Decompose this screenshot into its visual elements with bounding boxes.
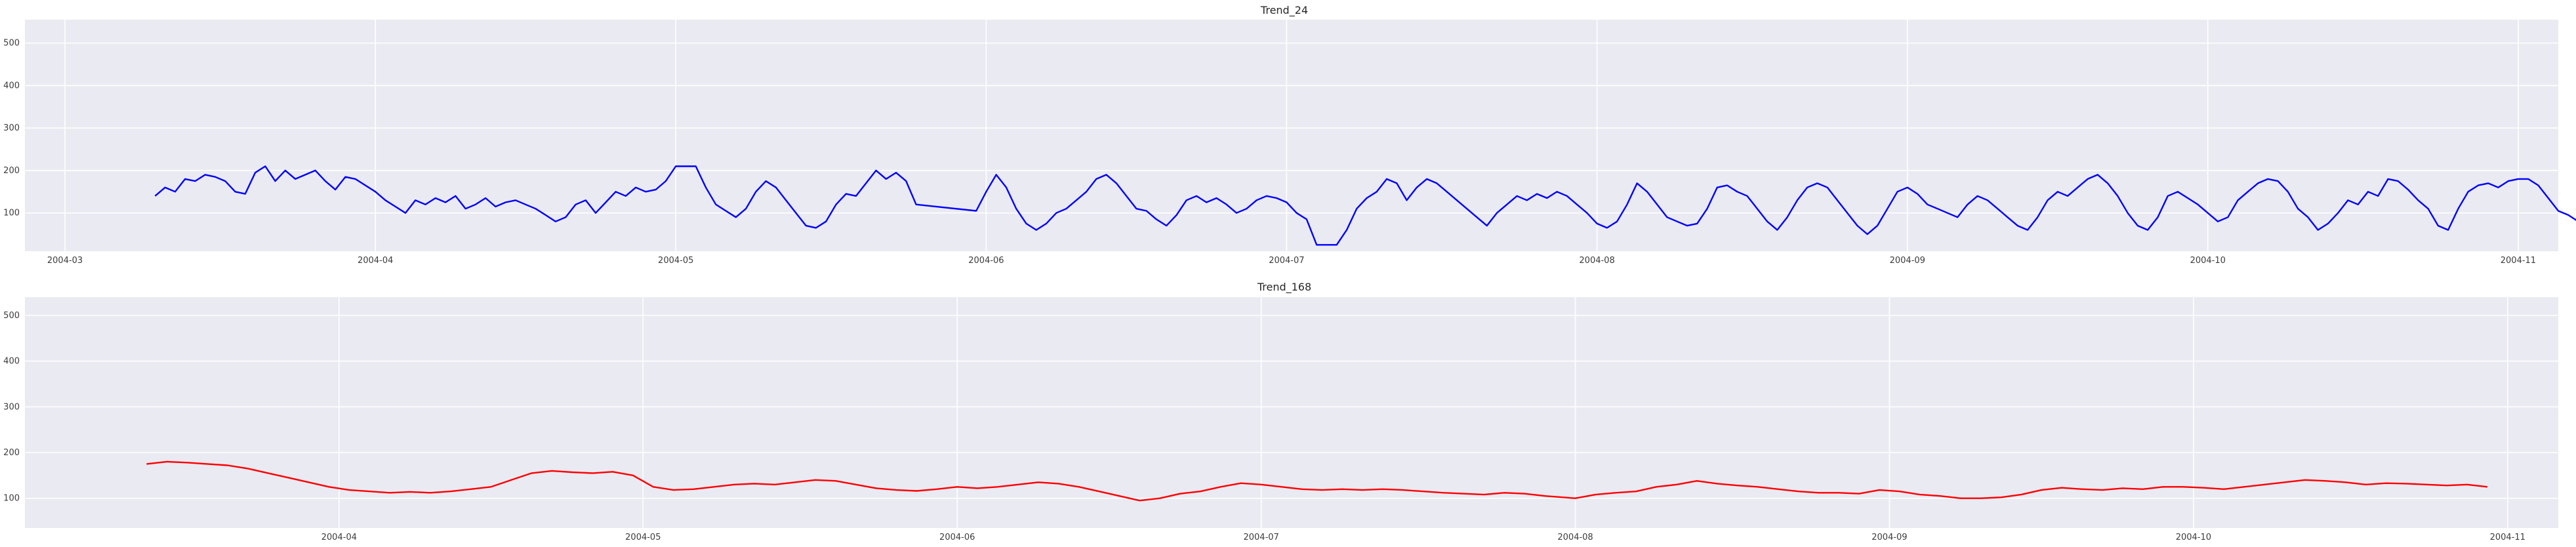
x-tick-label: 2004-07 <box>1243 533 1278 542</box>
y-tick-label: 500 <box>3 311 20 321</box>
x-tick-label: 2004-08 <box>1579 256 1614 266</box>
x-tick-label: 2004-08 <box>1557 533 1593 542</box>
chart-title: Trend_168 <box>1257 281 1311 294</box>
y-tick-label: 300 <box>3 123 20 133</box>
series-line <box>154 165 2576 246</box>
series-group <box>146 460 2488 502</box>
y-tick-label: 100 <box>3 209 20 218</box>
x-tick-label: 2004-06 <box>968 256 1004 266</box>
y-tick-label: 400 <box>3 81 20 91</box>
y-axis-ticks: 100 200 300 400 500 <box>3 39 20 218</box>
y-tick-label: 200 <box>3 166 20 176</box>
x-axis-ticks: 2004-03 2004-04 2004-05 2004-06 2004-07 2004-… <box>47 256 2536 266</box>
grid-lines <box>25 297 2558 528</box>
series-line <box>146 460 2488 502</box>
x-tick-label: 2004-10 <box>2190 256 2226 266</box>
x-tick-label: 2004-04 <box>321 533 357 542</box>
chart-panel-trend-24: Trend_24 2004-03 2004-04 2004-05 2004-06 200… <box>3 4 2576 266</box>
chart-title: Trend_24 <box>1260 4 1308 17</box>
x-axis-ticks: 2004-04 2004-05 2004-06 2004-07 2004-08 2004-… <box>321 533 2525 542</box>
x-tick-label: 2004-11 <box>2490 533 2525 542</box>
x-tick-label: 2004-09 <box>1890 256 1925 266</box>
y-tick-label: 100 <box>3 494 20 504</box>
y-tick-label: 400 <box>3 357 20 367</box>
x-tick-label: 2004-10 <box>2176 533 2211 542</box>
x-tick-label: 2004-06 <box>939 533 975 542</box>
plot-area <box>25 20 2558 251</box>
x-tick-label: 2004-05 <box>658 256 693 266</box>
y-axis-ticks: 100 200 300 400 500 <box>3 311 20 504</box>
plot-area <box>25 297 2558 528</box>
x-tick-label: 2004-11 <box>2501 256 2536 266</box>
x-tick-label: 2004-05 <box>625 533 661 542</box>
y-tick-label: 500 <box>3 39 20 49</box>
x-tick-label: 2004-07 <box>1269 256 1304 266</box>
x-tick-label: 2004-03 <box>47 256 83 266</box>
grid-lines <box>25 20 2558 251</box>
y-tick-label: 300 <box>3 402 20 412</box>
x-tick-label: 2004-09 <box>1871 533 1907 542</box>
y-tick-label: 200 <box>3 448 20 458</box>
chart-panel-trend-168: Trend_168 2004-04 2004-05 2004-06 2004-07 20… <box>3 281 2558 542</box>
series-group <box>154 165 2576 246</box>
x-tick-label: 2004-04 <box>358 256 393 266</box>
